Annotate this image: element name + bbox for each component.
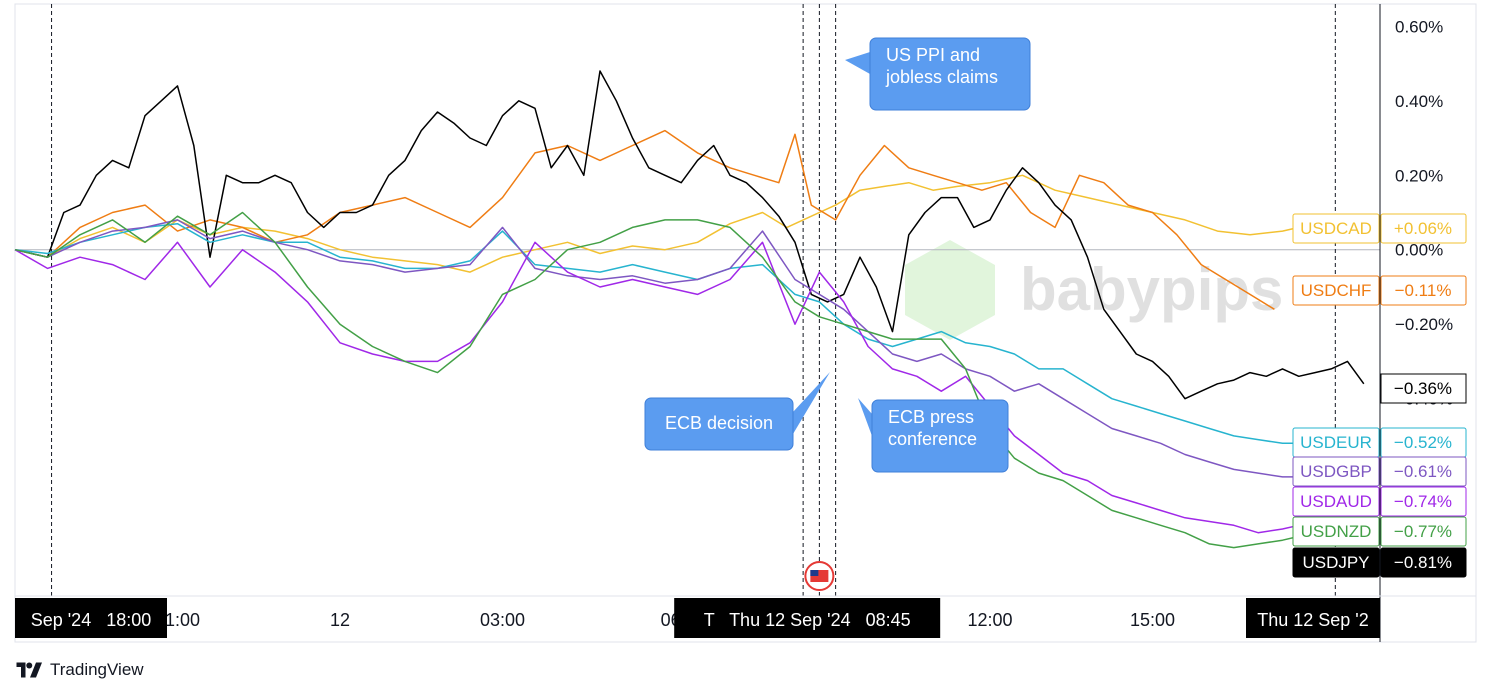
series-name: USDEUR [1300,433,1372,452]
series-label-usdnzd: USDNZD −0.77% [1292,516,1467,547]
series-label-usdchf: USDCHF −0.11% [1292,275,1467,306]
y-tick-label: 0.00% [1395,241,1443,260]
series-label-usdcad: USDCAD +0.06% [1292,213,1467,244]
series-name-badge [1292,213,1380,244]
tradingview-logo-icon [16,662,42,678]
y-tick-label: 0.60% [1395,17,1443,36]
y-tick-label: 0.40% [1395,92,1443,111]
series-value-badge [1380,516,1467,547]
series-name: USDJPY [1302,553,1369,572]
series-label-usdjpy: USDJPY −0.81% [1292,547,1467,578]
series-name-badge [1292,516,1380,547]
series-name-badge [1292,456,1380,487]
series-label-usdeur: USDEUR −0.52% [1292,427,1467,458]
x-crosshair-badge [674,598,941,638]
series-name: USDGBP [1300,462,1372,481]
current-value-badge [1380,373,1467,404]
annotation-box [869,37,1031,111]
annotation-text: US PPI and [886,45,980,65]
series-name-badge [1292,547,1380,578]
x-tick-label: 12:00 [967,610,1012,630]
series-name-badge [1292,486,1380,517]
x-crosshair-label: Thu 12 Sep '2 [1257,610,1369,630]
brand-name: TradingView [50,660,144,679]
series-name: USDNZD [1301,522,1372,541]
series-line-usdnzd [14,211,1299,549]
watermark: babypips [905,240,1283,340]
x-tick-label: 12 [330,610,350,630]
x-crosshair-badge [15,598,167,638]
x-crosshair-label: Sep '24 18:00 [31,610,152,630]
annotation-pointer [845,52,870,74]
y-tick-label: 0.20% [1395,166,1443,185]
series-value-badge [1380,456,1467,487]
annotation-callout: ECB decision [644,372,830,451]
series-line-usdgbp [14,219,1299,478]
series-label-usdgbp: USDGBP −0.61% [1292,456,1467,487]
series-line-usdjpy [14,70,1365,400]
annotation-pointer [858,398,872,436]
series-line-usdchf [14,129,1275,310]
annotation-text: jobless claims [885,67,998,87]
series-value: −0.52% [1394,433,1452,452]
annotation-pointer [793,372,830,434]
x-crosshair-label: T Thu 12 Sep '24 08:45 [704,610,911,630]
series-name-badge [1292,275,1380,306]
series-value-badge [1380,213,1467,244]
annotation-box [871,399,1009,473]
watermark-logo-icon [905,240,995,340]
series-value: −0.11% [1395,281,1452,300]
series-value: −0.74% [1394,492,1452,511]
x-tick-label: 03:00 [480,610,525,630]
current-value-label: −0.36% [1394,379,1452,398]
series-value: +0.06% [1394,219,1452,238]
tradingview-brand[interactable]: TradingView [16,660,144,680]
series-name: USDCHF [1301,281,1372,300]
x-crosshair-badge [1246,598,1380,638]
annotation-text: ECB decision [665,413,773,433]
series-name: USDAUD [1300,492,1372,511]
series-value: −0.81% [1394,553,1452,572]
series-line-usdaud [14,241,1299,534]
watermark-text: babypips [1020,256,1283,323]
y-tick-label: −0.20% [1395,315,1453,334]
annotation-box [644,397,794,451]
chart-frame [14,3,1477,643]
annotation-text: conference [888,429,977,449]
series-label-usdaud: USDAUD −0.74% [1292,486,1467,517]
x-tick-label: 15:00 [1130,610,1175,630]
annotation-text: ECB press [888,407,974,427]
series-value-badge [1380,486,1467,517]
series-line-usdeur [14,222,1299,445]
series-value-badge [1380,547,1467,578]
series-value: −0.61% [1394,462,1452,481]
series-value: −0.77% [1394,522,1452,541]
us-flag-canton-icon [810,570,819,576]
series-value-badge [1380,275,1467,306]
series-name: USDCAD [1300,219,1372,238]
